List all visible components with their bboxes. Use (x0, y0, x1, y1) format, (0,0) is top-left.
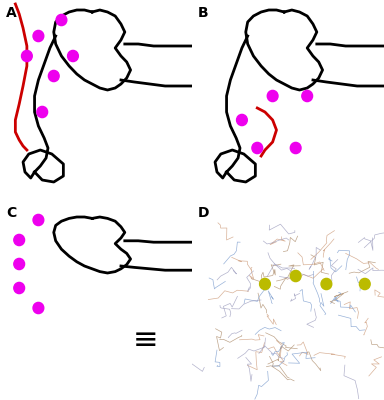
Circle shape (22, 50, 32, 62)
Text: D: D (198, 206, 209, 220)
Circle shape (359, 278, 370, 290)
Circle shape (48, 70, 59, 82)
Text: A: A (6, 6, 17, 20)
Text: B: B (198, 6, 209, 20)
Circle shape (33, 302, 44, 314)
Circle shape (267, 90, 278, 102)
Circle shape (37, 106, 48, 118)
Circle shape (290, 270, 301, 282)
Circle shape (33, 214, 44, 226)
Circle shape (321, 278, 332, 290)
Circle shape (302, 90, 313, 102)
Text: C: C (6, 206, 16, 220)
Circle shape (68, 50, 78, 62)
Circle shape (14, 282, 25, 294)
Circle shape (260, 278, 270, 290)
Circle shape (56, 14, 67, 26)
Circle shape (14, 258, 25, 270)
Circle shape (290, 142, 301, 154)
Circle shape (33, 30, 44, 42)
Text: ≡: ≡ (133, 326, 159, 354)
Circle shape (14, 234, 25, 246)
Circle shape (237, 114, 247, 126)
Circle shape (252, 142, 263, 154)
